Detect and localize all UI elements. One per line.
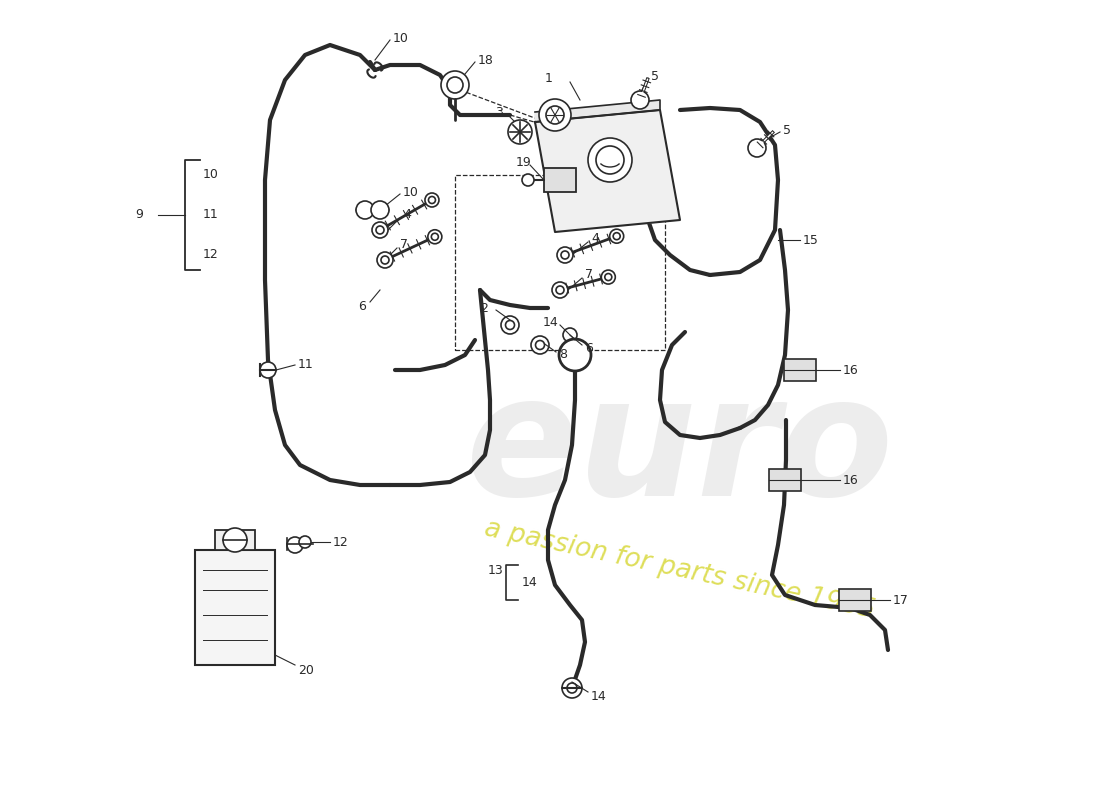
Circle shape bbox=[536, 341, 544, 350]
Circle shape bbox=[557, 247, 573, 263]
Text: 19: 19 bbox=[516, 155, 531, 169]
Text: 1: 1 bbox=[544, 71, 553, 85]
Polygon shape bbox=[535, 100, 660, 122]
Circle shape bbox=[559, 339, 591, 371]
Circle shape bbox=[605, 274, 612, 281]
Circle shape bbox=[562, 678, 582, 698]
Circle shape bbox=[531, 336, 549, 354]
Text: 6: 6 bbox=[585, 342, 593, 354]
Circle shape bbox=[748, 139, 766, 157]
Circle shape bbox=[371, 201, 389, 219]
Circle shape bbox=[372, 222, 388, 238]
Circle shape bbox=[609, 229, 624, 243]
Text: 11: 11 bbox=[204, 209, 219, 222]
Circle shape bbox=[356, 201, 374, 219]
Text: 5: 5 bbox=[651, 70, 659, 82]
Bar bbox=[769, 469, 801, 491]
Circle shape bbox=[596, 146, 624, 174]
Circle shape bbox=[602, 270, 615, 284]
Text: 2: 2 bbox=[480, 302, 488, 314]
Circle shape bbox=[522, 174, 534, 186]
Text: 16: 16 bbox=[843, 474, 859, 486]
Circle shape bbox=[441, 71, 469, 99]
Circle shape bbox=[508, 120, 532, 144]
Text: 17: 17 bbox=[893, 594, 909, 606]
Text: euro: euro bbox=[466, 369, 894, 531]
Circle shape bbox=[429, 197, 436, 203]
Circle shape bbox=[428, 230, 442, 244]
Text: 3: 3 bbox=[495, 106, 503, 118]
Circle shape bbox=[506, 321, 515, 330]
Circle shape bbox=[381, 256, 389, 264]
Bar bbox=[784, 359, 816, 381]
Circle shape bbox=[566, 683, 578, 693]
Text: a passion for parts since 1985: a passion for parts since 1985 bbox=[483, 516, 878, 624]
Text: 4: 4 bbox=[403, 209, 411, 222]
Bar bbox=[839, 589, 871, 611]
Text: 12: 12 bbox=[333, 535, 349, 549]
Circle shape bbox=[287, 537, 303, 553]
Text: 6: 6 bbox=[358, 299, 366, 313]
Circle shape bbox=[447, 77, 463, 93]
Text: 5: 5 bbox=[783, 123, 791, 137]
Polygon shape bbox=[535, 110, 680, 232]
Text: 15: 15 bbox=[803, 234, 818, 246]
Circle shape bbox=[552, 282, 568, 298]
Text: 7: 7 bbox=[585, 269, 593, 282]
Bar bbox=[455, 175, 666, 350]
Text: 14: 14 bbox=[522, 577, 538, 590]
Text: 9: 9 bbox=[135, 209, 143, 222]
Text: 10: 10 bbox=[204, 169, 219, 182]
Circle shape bbox=[376, 226, 384, 234]
Circle shape bbox=[539, 99, 571, 131]
Circle shape bbox=[260, 362, 276, 378]
Circle shape bbox=[431, 234, 438, 240]
Circle shape bbox=[299, 536, 311, 548]
Circle shape bbox=[561, 251, 569, 259]
Bar bbox=[195, 550, 275, 665]
Circle shape bbox=[500, 316, 519, 334]
Text: 20: 20 bbox=[298, 663, 314, 677]
Text: 10: 10 bbox=[393, 31, 409, 45]
Text: 4: 4 bbox=[591, 233, 598, 246]
Circle shape bbox=[377, 252, 393, 268]
Text: 14: 14 bbox=[543, 317, 559, 330]
Text: 13: 13 bbox=[488, 563, 504, 577]
Text: 10: 10 bbox=[403, 186, 419, 198]
Circle shape bbox=[631, 91, 649, 109]
Circle shape bbox=[556, 286, 564, 294]
Circle shape bbox=[223, 528, 248, 552]
Text: 12: 12 bbox=[204, 249, 219, 262]
Text: 14: 14 bbox=[591, 690, 607, 702]
Circle shape bbox=[425, 193, 439, 207]
Circle shape bbox=[588, 138, 632, 182]
Circle shape bbox=[546, 106, 564, 124]
Text: 16: 16 bbox=[843, 363, 859, 377]
Text: 7: 7 bbox=[400, 238, 408, 251]
Bar bbox=[544, 168, 576, 192]
Text: 18: 18 bbox=[478, 54, 494, 66]
Circle shape bbox=[563, 328, 578, 342]
Text: 11: 11 bbox=[298, 358, 314, 371]
Bar bbox=[214, 530, 255, 550]
Text: 8: 8 bbox=[559, 349, 566, 362]
Circle shape bbox=[613, 233, 620, 240]
